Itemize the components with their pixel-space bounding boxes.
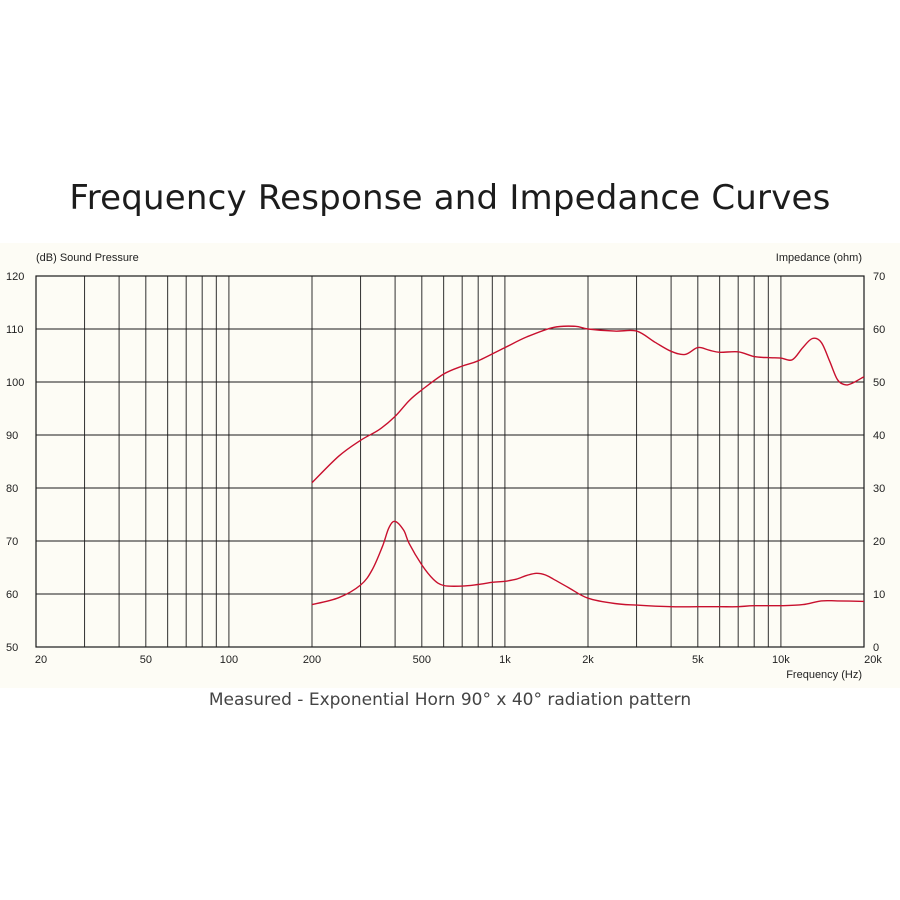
chart-caption: Measured - Exponential Horn 90° x 40° ra…	[208, 690, 692, 710]
sound-pressure-curve	[311, 325, 865, 484]
y-axis-label-left: (dB) Sound Pressure	[36, 252, 139, 264]
x-tick-label: 2k	[582, 654, 594, 666]
y-tick-label-right: 20	[873, 536, 885, 548]
x-tick-label: 20k	[864, 654, 882, 666]
x-tick-label: 1k	[499, 654, 511, 666]
x-tick-label: 5k	[692, 654, 704, 666]
y-tick-label-right: 70	[873, 271, 885, 283]
impedance-curve	[311, 520, 865, 608]
x-tick-label: 200	[303, 654, 321, 666]
y-tick-label-left: 80	[6, 483, 18, 495]
y-tick-label-right: 60	[873, 324, 885, 336]
y-tick-label-left: 70	[6, 536, 18, 548]
y-tick-label-right: 50	[873, 377, 885, 389]
y-tick-label-left: 60	[6, 589, 18, 601]
y-tick-label-left: 90	[6, 430, 18, 442]
x-tick-label: 20	[35, 654, 47, 666]
x-axis-label: Frequency (Hz)	[786, 669, 862, 681]
y-tick-label-left: 110	[6, 324, 24, 336]
y-axis-label-right: Impedance (ohm)	[776, 252, 862, 264]
y-tick-label-right: 30	[873, 483, 885, 495]
y-tick-label-right: 0	[873, 642, 879, 654]
y-tick-label-left: 100	[6, 377, 24, 389]
y-tick-label-right: 10	[873, 589, 885, 601]
plot-frame	[35, 275, 865, 648]
y-tick-label-right: 40	[873, 430, 885, 442]
page-title: Frequency Response and Impedance Curves	[69, 178, 831, 218]
x-tick-label: 100	[220, 654, 238, 666]
chart-panel	[0, 243, 900, 688]
y-tick-label-left: 50	[6, 642, 18, 654]
x-tick-label: 10k	[772, 654, 790, 666]
y-tick-label-left: 120	[6, 271, 24, 283]
x-tick-label: 50	[140, 654, 152, 666]
x-tick-label: 500	[413, 654, 431, 666]
frequency-impedance-chart: 50 60 70 80 90 100 110 120 0 10 20 30 40 50 60 70 20 50 10…	[6, 252, 885, 681]
